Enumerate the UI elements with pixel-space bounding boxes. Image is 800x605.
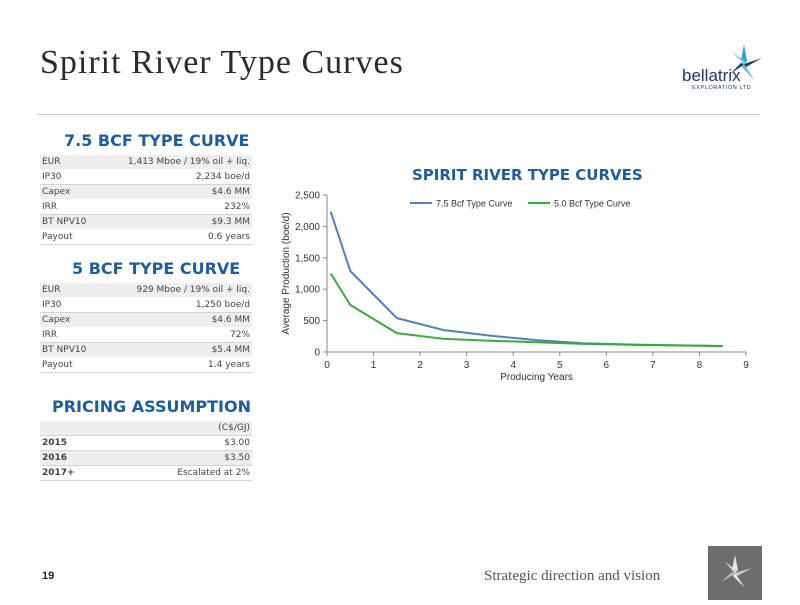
legend-label-1: 7.5 Bcf Type Curve — [436, 199, 512, 209]
curve-75-heading: 7.5 BCF TYPE CURVE — [64, 131, 250, 150]
table-row: IRR 232% — [40, 199, 252, 215]
x-tick-label: 1 — [371, 360, 377, 371]
table-row: IP30 1,250 boe/d — [40, 297, 252, 313]
row-value: $3.50 — [108, 450, 252, 466]
row-label: IP30 — [40, 297, 102, 313]
logo-wordmark: bellatrix — [682, 66, 741, 85]
row-value: $3.00 — [108, 435, 252, 451]
row-value: 1,413 Mboe / 19% oil + liq. — [98, 155, 252, 170]
row-value: $4.6 MM — [98, 184, 252, 200]
row-label: BT NPV10 — [40, 214, 99, 230]
y-tick-label: 2,000 — [295, 222, 320, 233]
title-divider — [38, 114, 760, 115]
row-value: 232% — [98, 199, 252, 215]
table-row: BT NPV10 $9.3 MM — [40, 214, 252, 230]
row-value: 1,250 boe/d — [101, 297, 252, 313]
table-row: 2015 $3.00 — [40, 435, 252, 451]
table-row: Payout 1.4 years — [40, 357, 252, 373]
series-line-2 — [329, 272, 723, 348]
x-tick-label: 9 — [743, 360, 749, 371]
table-row: BT NPV10 $5.4 MM — [40, 342, 252, 358]
slide-title: Spirit River Type Curves — [40, 44, 404, 81]
table-row: 2017+ Escalated at 2% — [40, 465, 252, 481]
footer-tagline: Strategic direction and vision — [484, 568, 661, 584]
table-header-row: (C$/GJ) — [40, 421, 252, 436]
x-tick-label: 8 — [697, 360, 703, 371]
y-tick-label: 500 — [303, 316, 320, 327]
x-tick-label: 4 — [510, 360, 516, 371]
row-value: 1.4 years — [101, 357, 252, 373]
page-number: 19 — [42, 570, 55, 582]
bellatrix-star-icon — [730, 44, 762, 80]
curve-5-heading: 5 BCF TYPE CURVE — [72, 259, 241, 278]
pricing-table: (C$/GJ) 2015 $3.00 2016 $3.50 2017+ Escalat… — [40, 421, 252, 481]
table-row: EUR 1,413 Mboe / 19% oil + liq. — [40, 155, 252, 170]
row-label: EUR — [40, 283, 102, 298]
curve-75-table: EUR 1,413 Mboe / 19% oil + liq. IP30 2,234… — [40, 155, 252, 245]
y-tick-label: 2,500 — [295, 191, 320, 202]
pricing-heading: PRICING ASSUMPTION — [52, 397, 251, 416]
y-tick-label: 1,500 — [295, 253, 320, 264]
x-tick-label: 3 — [464, 360, 470, 371]
table-row: EUR 929 Mboe / 19% oil + liq. — [40, 283, 252, 298]
series-line-1 — [329, 211, 723, 348]
row-label: Payout — [40, 357, 102, 373]
y-tick-label: 1,000 — [295, 285, 320, 296]
chart-title: SPIRIT RIVER TYPE CURVES — [412, 166, 643, 184]
row-label: IP30 — [40, 169, 99, 185]
x-axis-label: Producing Years — [500, 372, 573, 383]
footer-logo-tile — [708, 546, 762, 600]
x-tick-label: 7 — [650, 360, 656, 371]
y-axis-label: Average Production (boe/d) — [281, 212, 292, 334]
row-label: Capex — [40, 312, 102, 328]
row-value: $5.4 MM — [101, 342, 252, 358]
y-tick-label: 0 — [314, 348, 320, 359]
logo-tagline: EXPLORATION LTD — [692, 85, 752, 91]
row-label: 2015 — [40, 435, 109, 451]
curve-5-table: EUR 929 Mboe / 19% oil + liq. IP30 1,250 b… — [40, 283, 252, 373]
row-value: Escalated at 2% — [108, 465, 252, 481]
row-value: 72% — [101, 327, 252, 343]
row-label: EUR — [40, 155, 99, 170]
row-label: IRR — [40, 199, 99, 215]
unit-header: (C$/GJ) — [108, 421, 252, 436]
row-value: 0.6 years — [98, 229, 252, 245]
x-tick-label: 0 — [324, 360, 330, 371]
row-value: $9.3 MM — [98, 214, 252, 230]
table-row: Payout 0.6 years — [40, 229, 252, 245]
x-tick-label: 6 — [604, 360, 610, 371]
row-label: Capex — [40, 184, 99, 200]
row-label: 2016 — [40, 450, 109, 466]
table-row: IRR 72% — [40, 327, 252, 343]
row-value: 929 Mboe / 19% oil + liq. — [101, 283, 252, 298]
row-value: $4.6 MM — [101, 312, 252, 328]
table-row: Capex $4.6 MM — [40, 312, 252, 328]
table-row: 2016 $3.50 — [40, 450, 252, 466]
row-value: 2,234 boe/d — [98, 169, 252, 185]
x-tick-label: 5 — [557, 360, 563, 371]
row-label: 2017+ — [40, 465, 109, 481]
star-icon — [721, 555, 752, 588]
row-label: BT NPV10 — [40, 342, 102, 358]
x-tick-label: 2 — [417, 360, 423, 371]
row-label: Payout — [40, 229, 99, 245]
table-row: Capex $4.6 MM — [40, 184, 252, 200]
legend-label-2: 5.0 Bcf Type Curve — [554, 199, 630, 209]
row-label: IRR — [40, 327, 102, 343]
type-curve-chart: 0 500 1,000 1,500 2,000 2,500 0 1 2 3 4 5 6 7 8 9 Produc… — [281, 191, 749, 384]
table-row: IP30 2,234 boe/d — [40, 169, 252, 185]
